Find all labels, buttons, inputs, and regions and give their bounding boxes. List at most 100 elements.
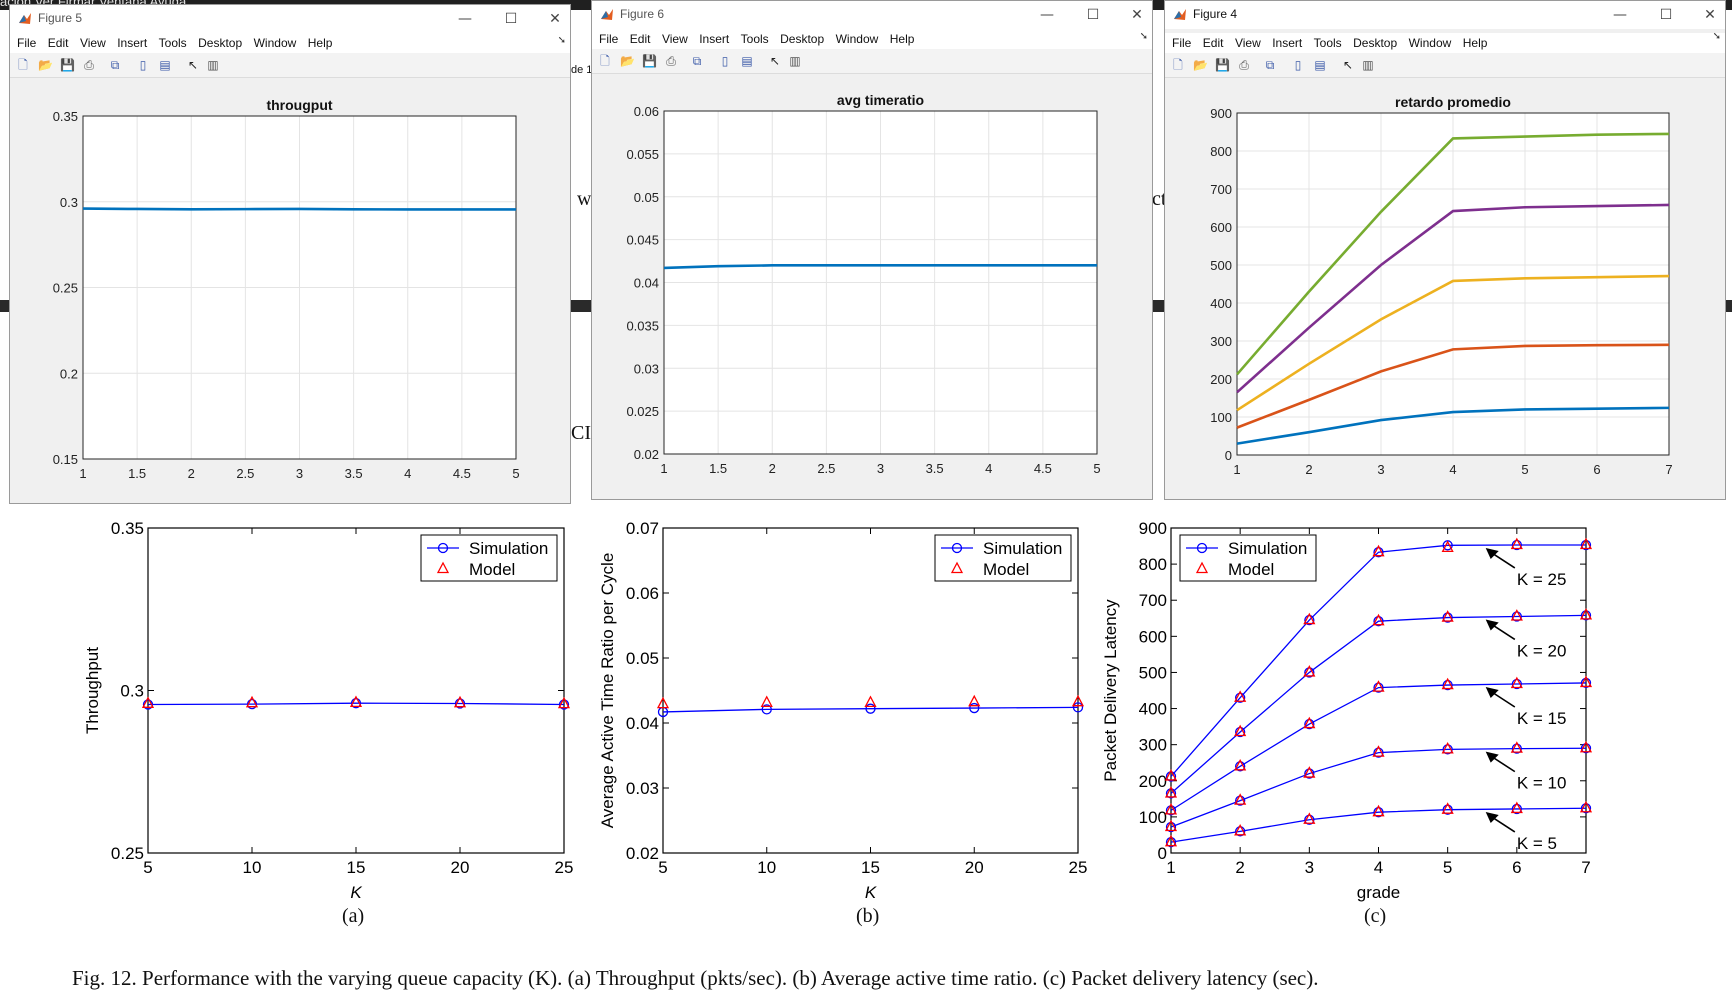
simulation-point bbox=[1511, 539, 1522, 551]
menu-help[interactable]: Help bbox=[889, 32, 915, 46]
title-bar[interactable]: Figure 6 — ☐ ✕ bbox=[592, 1, 1152, 29]
new-figure-icon[interactable]: 🗋 bbox=[1173, 58, 1183, 72]
simulation-point bbox=[1580, 539, 1592, 551]
maximize-icon[interactable]: ☐ bbox=[1659, 7, 1673, 23]
background-edge bbox=[568, 300, 592, 312]
legend-box bbox=[1179, 534, 1317, 582]
pointer-icon[interactable]: ↖ bbox=[1342, 58, 1354, 72]
open-file-icon[interactable]: 📂 bbox=[38, 58, 53, 72]
save-icon[interactable]: 💾 bbox=[1215, 58, 1230, 72]
minimize-icon[interactable]: — bbox=[1040, 7, 1054, 23]
new-figure-icon[interactable]: 🗋 bbox=[18, 58, 28, 72]
menu-tools[interactable]: Tools bbox=[740, 32, 769, 46]
background-doc-text: ct bbox=[1152, 188, 1167, 210]
new-figure-icon[interactable]: 🗋 bbox=[600, 54, 610, 68]
simulation-point bbox=[1373, 747, 1384, 758]
model-point bbox=[1303, 716, 1316, 729]
menu-tools[interactable]: Tools bbox=[1313, 36, 1342, 50]
menu-edit[interactable]: Edit bbox=[629, 32, 651, 46]
y-tick-label: 0.055 bbox=[626, 147, 659, 162]
menu-help[interactable]: Help bbox=[307, 36, 333, 50]
simulation-point bbox=[1235, 795, 1246, 806]
save-icon[interactable]: 💾 bbox=[642, 54, 657, 68]
menu-insert[interactable]: Insert bbox=[699, 32, 730, 46]
menu-edit[interactable]: Edit bbox=[47, 36, 69, 50]
menu-file[interactable]: File bbox=[1172, 36, 1192, 50]
close-icon[interactable]: ✕ bbox=[1704, 7, 1716, 23]
pointer-icon[interactable]: ↖ bbox=[769, 54, 781, 68]
simulation-point bbox=[1165, 821, 1177, 833]
menu-view[interactable]: View bbox=[1234, 36, 1261, 50]
legend-icon[interactable]: ▤ bbox=[741, 54, 753, 68]
minimize-icon[interactable]: — bbox=[458, 11, 472, 27]
menu-overflow-icon[interactable]: ➘ bbox=[557, 35, 566, 46]
menu-help[interactable]: Help bbox=[1462, 36, 1488, 50]
simulation-line bbox=[1170, 747, 1587, 828]
x-tick-label: 5 bbox=[1521, 462, 1528, 477]
menu-overflow-icon[interactable]: ➘ bbox=[1139, 31, 1148, 42]
menu-view[interactable]: View bbox=[79, 36, 106, 50]
menu-window[interactable]: Window bbox=[253, 36, 297, 50]
menu-desktop[interactable]: Desktop bbox=[198, 36, 243, 50]
x-tick-label: 2 bbox=[188, 466, 195, 481]
legend-label-simulation: Simulation bbox=[469, 539, 548, 558]
menu-view[interactable]: View bbox=[661, 32, 688, 46]
matlab-logo-icon bbox=[19, 13, 31, 24]
maximize-icon[interactable]: ☐ bbox=[1086, 7, 1100, 23]
menu-desktop[interactable]: Desktop bbox=[780, 32, 825, 46]
menu-desktop[interactable]: Desktop bbox=[1353, 36, 1398, 50]
pointer-icon[interactable]: ↖ bbox=[187, 58, 199, 72]
save-icon[interactable]: 💾 bbox=[60, 58, 75, 72]
annotation-label: K = 20 bbox=[1517, 641, 1567, 660]
menu-tools[interactable]: Tools bbox=[158, 36, 187, 50]
x-axis-label: K bbox=[865, 883, 877, 902]
menu-window[interactable]: Window bbox=[1408, 36, 1452, 50]
print-icon[interactable]: ⎙ bbox=[1239, 58, 1249, 72]
open-file-icon[interactable]: 📂 bbox=[620, 54, 635, 68]
y-tick-label: 0.06 bbox=[634, 104, 659, 119]
property-editor-icon[interactable]: ▥ bbox=[789, 54, 801, 68]
link-plot-icon[interactable]: ⧉ bbox=[1265, 58, 1275, 72]
title-bar[interactable]: Figure 4 — ☐ ✕ bbox=[1165, 1, 1725, 29]
background-doc-text: w bbox=[577, 188, 592, 210]
print-icon[interactable]: ⎙ bbox=[84, 58, 94, 72]
property-editor-icon[interactable]: ▥ bbox=[1362, 58, 1374, 72]
model-point bbox=[349, 695, 363, 707]
background-edge bbox=[1150, 300, 1164, 312]
property-editor-icon[interactable]: ▥ bbox=[207, 58, 219, 72]
x-axis-label: grade bbox=[1357, 883, 1400, 902]
menu-insert[interactable]: Insert bbox=[1272, 36, 1303, 50]
menu-bar: File Edit View Insert Tools Desktop Wind… bbox=[1165, 33, 1725, 53]
simulation-point bbox=[1235, 726, 1246, 738]
menu-insert[interactable]: Insert bbox=[117, 36, 148, 50]
print-icon[interactable]: ⎙ bbox=[666, 54, 676, 68]
close-icon[interactable]: ✕ bbox=[549, 11, 561, 27]
minimize-icon[interactable]: — bbox=[1613, 7, 1627, 23]
x-tick-label: 1.5 bbox=[709, 461, 727, 476]
menu-edit[interactable]: Edit bbox=[1202, 36, 1224, 50]
link-plot-icon[interactable]: ⧉ bbox=[110, 58, 120, 72]
menu-file[interactable]: File bbox=[17, 36, 37, 50]
x-tick-label: 15 bbox=[861, 858, 880, 877]
series-line bbox=[1236, 274, 1670, 412]
open-file-icon[interactable]: 📂 bbox=[1193, 58, 1208, 72]
y-tick-label: 0.04 bbox=[634, 276, 659, 291]
menu-overflow-icon[interactable]: ➘ bbox=[1712, 31, 1721, 42]
menu-window[interactable]: Window bbox=[835, 32, 879, 46]
colorbar-icon[interactable]: ▯ bbox=[721, 54, 729, 68]
x-tick-label: 5 bbox=[143, 858, 152, 877]
colorbar-icon[interactable]: ▯ bbox=[139, 58, 147, 72]
maximize-icon[interactable]: ☐ bbox=[504, 11, 518, 27]
colorbar-icon[interactable]: ▯ bbox=[1294, 58, 1302, 72]
link-plot-icon[interactable]: ⧉ bbox=[692, 54, 702, 68]
simulation-point bbox=[1373, 682, 1384, 693]
x-tick-label: 5 bbox=[512, 466, 519, 481]
title-bar[interactable]: Figure 5 — ☐ ✕ bbox=[10, 5, 570, 33]
legend-icon[interactable]: ▤ bbox=[1314, 58, 1326, 72]
menu-file[interactable]: File bbox=[599, 32, 619, 46]
legend-icon[interactable]: ▤ bbox=[159, 58, 171, 72]
close-icon[interactable]: ✕ bbox=[1131, 7, 1143, 23]
model-point bbox=[1441, 802, 1454, 814]
simulation-point bbox=[761, 704, 772, 715]
model-point bbox=[1234, 690, 1247, 702]
